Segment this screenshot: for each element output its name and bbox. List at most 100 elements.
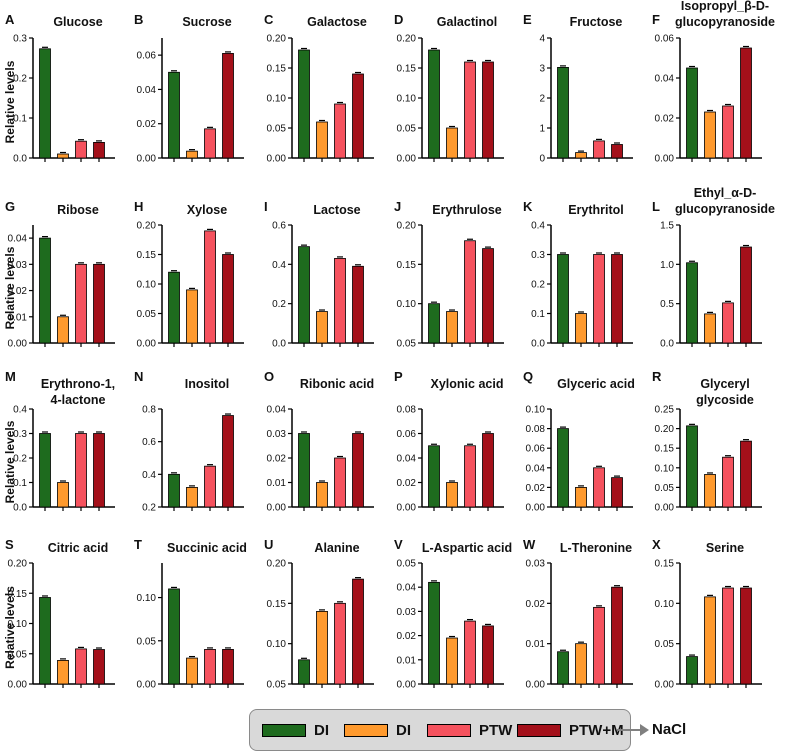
legend-item-ptw: PTW (427, 721, 512, 739)
y-tick-label: 0.04 (397, 583, 417, 594)
bar (704, 474, 716, 508)
panel-title: glycoside (696, 393, 754, 407)
bar (593, 606, 605, 685)
y-tick-label: 0.02 (8, 286, 28, 297)
y-tick-label: 0.8 (142, 405, 156, 416)
legend-box (249, 709, 631, 751)
panel-title: Lactose (313, 203, 360, 217)
panel-letter: Q (523, 369, 533, 384)
bar (222, 53, 234, 159)
bar (57, 316, 69, 344)
y-tick-label: 0.06 (655, 34, 675, 45)
y-tick-label: 0.04 (397, 454, 417, 465)
y-tick-label: 0.20 (397, 221, 417, 232)
y-tick-label: 0.00 (137, 680, 157, 691)
bar (39, 237, 51, 344)
nacl-arrow-icon (617, 729, 643, 731)
y-tick-label: 0.20 (267, 559, 287, 570)
bar (186, 289, 198, 344)
bar (740, 440, 752, 508)
y-tick-label: 0.10 (397, 299, 417, 310)
panel-letter: W (523, 537, 536, 552)
bar (204, 649, 216, 685)
y-tick-label: 0.02 (397, 478, 417, 489)
y-tick-label: 0.20 (655, 424, 675, 435)
bar (722, 456, 734, 508)
y-tick-label: 2 (539, 94, 545, 105)
arrowhead-icon (640, 724, 649, 736)
y-tick-label: 0.03 (267, 429, 287, 440)
panel-letter: V (394, 537, 403, 552)
y-tick-label: 0.00 (655, 680, 675, 691)
y-tick-label: 0.04 (526, 463, 546, 474)
bar (740, 246, 752, 344)
bar (482, 61, 494, 159)
bar (686, 262, 698, 344)
y-tick-label: 0.01 (267, 478, 287, 489)
bar (316, 611, 328, 685)
y-tick-label: 0.0 (13, 503, 27, 514)
bar (298, 246, 310, 344)
bar (446, 311, 458, 344)
y-tick-label: 0.4 (13, 405, 27, 416)
y-tick-label: 0.01 (526, 639, 546, 650)
bar (186, 486, 198, 508)
panel-title: Glyceric acid (557, 377, 635, 391)
bar (464, 240, 476, 344)
bar (593, 467, 605, 508)
y-tick-label: 0.0 (272, 339, 286, 350)
panel-title: Succinic acid (167, 541, 247, 555)
y-tick-label: 0.03 (8, 260, 28, 271)
y-tick-label: 0.00 (137, 339, 157, 350)
panel-letter: C (264, 12, 274, 27)
y-tick-label: 0.15 (137, 250, 157, 261)
bar (316, 121, 328, 159)
bar (57, 153, 69, 159)
y-tick-label: 0.1 (531, 309, 545, 320)
y-axis-title: Relative levels (3, 60, 17, 143)
y-tick-label: 0.1 (13, 114, 27, 125)
bar (298, 433, 310, 508)
bar (722, 302, 734, 344)
bar (93, 263, 105, 344)
legend-swatch (344, 723, 388, 737)
panel-title: Ethyl_α-D- (694, 186, 757, 200)
y-tick-label: 0.15 (397, 260, 417, 271)
panel-letter: B (134, 12, 143, 27)
y-tick-label: 0.00 (137, 154, 157, 165)
y-tick-label: 0.10 (526, 405, 546, 416)
y-tick-label: 0.02 (526, 599, 546, 610)
panel-letter: R (652, 369, 662, 384)
y-tick-label: 0.02 (137, 119, 157, 130)
y-tick-label: 0.05 (8, 649, 28, 660)
panel-title: 4-lactone (51, 393, 106, 407)
bar (222, 254, 234, 344)
panel-letter: M (5, 369, 16, 384)
bar (593, 254, 605, 344)
y-tick-label: 1.0 (660, 260, 674, 271)
legend-nacl-label: NaCl (652, 721, 687, 738)
panel-title: Galactinol (437, 15, 497, 29)
panel-title: glucopyranoside (675, 15, 775, 29)
panel-title: Alanine (314, 541, 359, 555)
legend-label: DI (314, 721, 329, 739)
panel-letter: H (134, 199, 143, 214)
y-tick-label: 0.15 (655, 444, 675, 455)
y-tick-label: 0.2 (272, 299, 286, 310)
bar (611, 586, 623, 685)
panel-letter: L (652, 199, 660, 214)
y-tick-label: 0.03 (397, 607, 417, 618)
y-tick-label: 0.06 (137, 51, 157, 62)
y-tick-label: 0.06 (397, 429, 417, 440)
bar (168, 588, 180, 685)
y-tick-label: 0.5 (660, 299, 674, 310)
y-tick-label: 0.00 (397, 503, 417, 514)
y-tick-label: 0.00 (526, 680, 546, 691)
bar (298, 49, 310, 159)
panel-title: Fructose (570, 15, 623, 29)
y-tick-label: 0.20 (267, 34, 287, 45)
panel-title: Glucose (53, 15, 102, 29)
y-tick-label: 0.20 (137, 221, 157, 232)
bar (611, 144, 623, 159)
bar (186, 657, 198, 685)
